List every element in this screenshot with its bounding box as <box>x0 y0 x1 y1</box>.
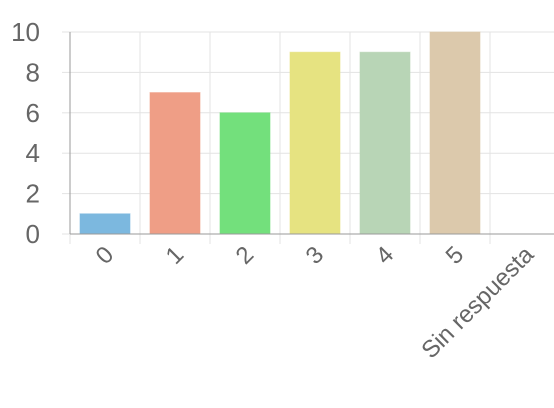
y-tick-label: 0 <box>26 219 40 249</box>
y-tick-label: 6 <box>26 98 40 128</box>
bar-2[interactable] <box>219 112 271 235</box>
y-tick-label: 10 <box>11 17 40 47</box>
x-tick-label: 5 <box>441 241 470 270</box>
bars <box>79 31 481 235</box>
x-tick-label: 2 <box>231 241 260 270</box>
x-tick-label: 4 <box>371 241 400 270</box>
x-tick-label: 3 <box>301 241 330 270</box>
bar-5[interactable] <box>429 31 481 235</box>
y-tick-label: 2 <box>26 179 40 209</box>
x-tick-label: 0 <box>91 241 120 270</box>
y-tick-label: 4 <box>26 138 40 168</box>
bar-1[interactable] <box>149 92 201 235</box>
x-tick-label: Sin respuesta <box>416 241 539 364</box>
bar-4[interactable] <box>359 51 411 235</box>
x-tick-label: 1 <box>161 241 190 270</box>
bar-0[interactable] <box>79 213 131 235</box>
y-tick-label: 8 <box>26 57 40 87</box>
y-axis-tick-labels: 0 2 4 6 8 10 <box>11 17 40 249</box>
axes <box>69 32 554 235</box>
bar-3[interactable] <box>289 51 341 235</box>
